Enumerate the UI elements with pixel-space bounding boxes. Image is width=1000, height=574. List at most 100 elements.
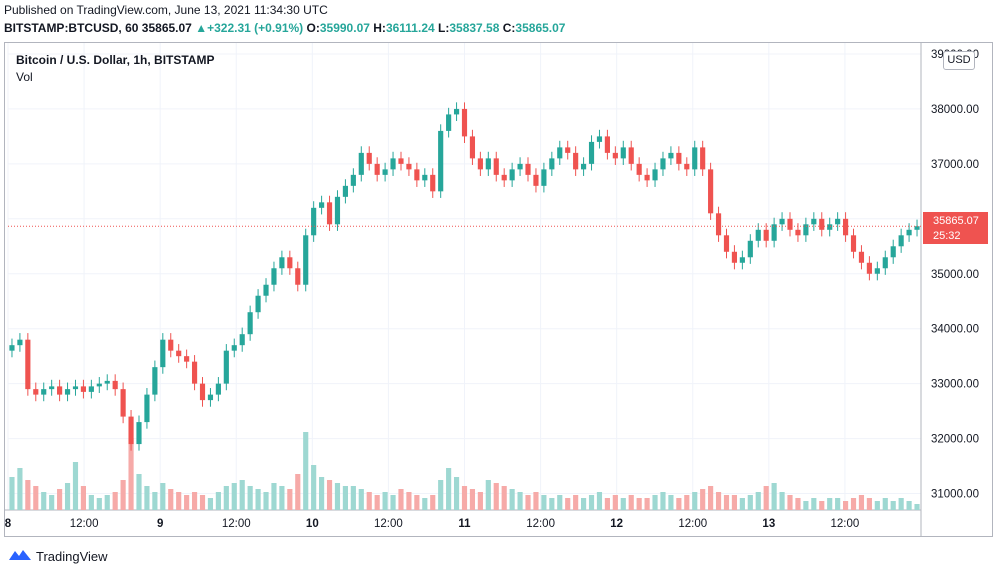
price-tick-label: 32000.00	[931, 434, 979, 446]
candle-body	[326, 202, 333, 225]
volume-bar	[477, 492, 483, 510]
volume-bar	[541, 495, 547, 510]
candle-body	[731, 251, 738, 263]
candle-body	[33, 389, 39, 395]
candle-body	[446, 114, 452, 131]
volume-bar	[501, 486, 507, 510]
volume-bar	[446, 468, 452, 510]
last-price-label-value: 35865.07	[933, 215, 979, 227]
candle-body	[25, 339, 31, 390]
high-label: H:	[373, 21, 386, 35]
change-value: +322.31 (+0.91%)	[207, 21, 304, 35]
volume-bar	[271, 483, 277, 510]
volume-bar	[57, 489, 63, 510]
volume-bar	[604, 498, 610, 510]
volume-bar	[573, 495, 579, 510]
close-label: C:	[502, 21, 516, 35]
candle-body	[350, 174, 356, 186]
candle-body	[501, 174, 507, 181]
volume-bar	[771, 483, 777, 510]
volume-bar	[326, 480, 333, 510]
open-label: O:	[306, 21, 320, 35]
candle-body	[795, 229, 801, 236]
candle-body	[239, 334, 245, 346]
high-value: 36111.24	[385, 21, 435, 35]
volume-bar	[136, 474, 142, 510]
volume-bar	[795, 498, 801, 510]
candle-body	[382, 169, 388, 175]
candle-body	[747, 240, 753, 258]
volume-bar	[112, 492, 118, 510]
candle-body	[72, 386, 79, 390]
volume-bar	[104, 495, 110, 510]
candle-body	[660, 158, 666, 170]
candle-body	[652, 169, 658, 181]
volume-bar	[279, 486, 285, 510]
brand-label: TradingView	[36, 549, 108, 564]
up-arrow-icon: ▲	[195, 21, 208, 35]
volume-bar	[414, 495, 420, 510]
candle-body	[517, 163, 523, 170]
candle-body	[41, 389, 47, 395]
candle-body	[247, 312, 253, 335]
volume-bar	[398, 489, 404, 510]
volume-bar	[509, 489, 515, 510]
candle-body	[549, 158, 555, 170]
candle-body	[557, 147, 563, 159]
volume-bar	[406, 492, 412, 510]
candle-body	[334, 196, 341, 225]
time-tick-label: 12:00	[70, 518, 99, 530]
volume-bar	[358, 489, 364, 510]
close-value: 35865.07	[515, 21, 566, 35]
candle-body	[358, 152, 364, 175]
candle-body	[596, 136, 603, 142]
volume-bar	[461, 486, 468, 510]
volume-bar	[811, 498, 817, 510]
currency-button[interactable]: USD	[943, 51, 975, 70]
volume-bar	[890, 501, 896, 510]
candle-body	[168, 339, 174, 351]
candle-body	[207, 394, 214, 401]
volume-bar	[660, 492, 666, 510]
candle-body	[898, 235, 904, 247]
volume-bar	[779, 492, 785, 510]
candle-body	[176, 350, 182, 357]
price-tick-label: 35000.00	[931, 269, 979, 281]
last-price-label: 35865.07 25:32	[923, 212, 988, 244]
volume-bar	[549, 498, 555, 510]
candle-body	[620, 147, 626, 159]
volume-bar	[144, 486, 150, 510]
candle-body	[223, 350, 229, 384]
volume-bar	[898, 498, 904, 510]
chart-frame[interactable]	[4, 42, 993, 537]
candle-body	[509, 169, 515, 181]
published-line: Published on TradingView.com, June 13, 2…	[4, 3, 328, 17]
candle-body	[17, 339, 23, 346]
candle-body	[493, 158, 499, 175]
time-tick-label: 9	[157, 518, 163, 530]
volume-bar	[517, 492, 523, 510]
candle-body	[191, 361, 198, 384]
tradingview-brand[interactable]: TradingView	[8, 548, 108, 565]
candle-body	[692, 147, 698, 170]
candle-body	[414, 169, 420, 181]
volume-bar	[287, 489, 293, 510]
volume-bar	[350, 486, 356, 510]
volume-bar	[723, 495, 730, 510]
volume-bar	[684, 495, 690, 510]
candle-body	[461, 108, 468, 137]
time-tick-label: 12	[610, 518, 623, 530]
legend-vol: Vol	[16, 70, 33, 84]
candle-body	[835, 218, 841, 225]
candle-body	[287, 257, 293, 269]
candle-body	[88, 386, 94, 392]
candle-body	[9, 345, 15, 351]
volume-bar	[525, 495, 531, 510]
volume-bar	[858, 495, 865, 510]
volume-bar	[374, 495, 380, 510]
candle-body	[644, 174, 650, 181]
volume-bar	[319, 477, 325, 510]
volume-bar	[160, 483, 166, 510]
candle-body	[771, 224, 777, 241]
